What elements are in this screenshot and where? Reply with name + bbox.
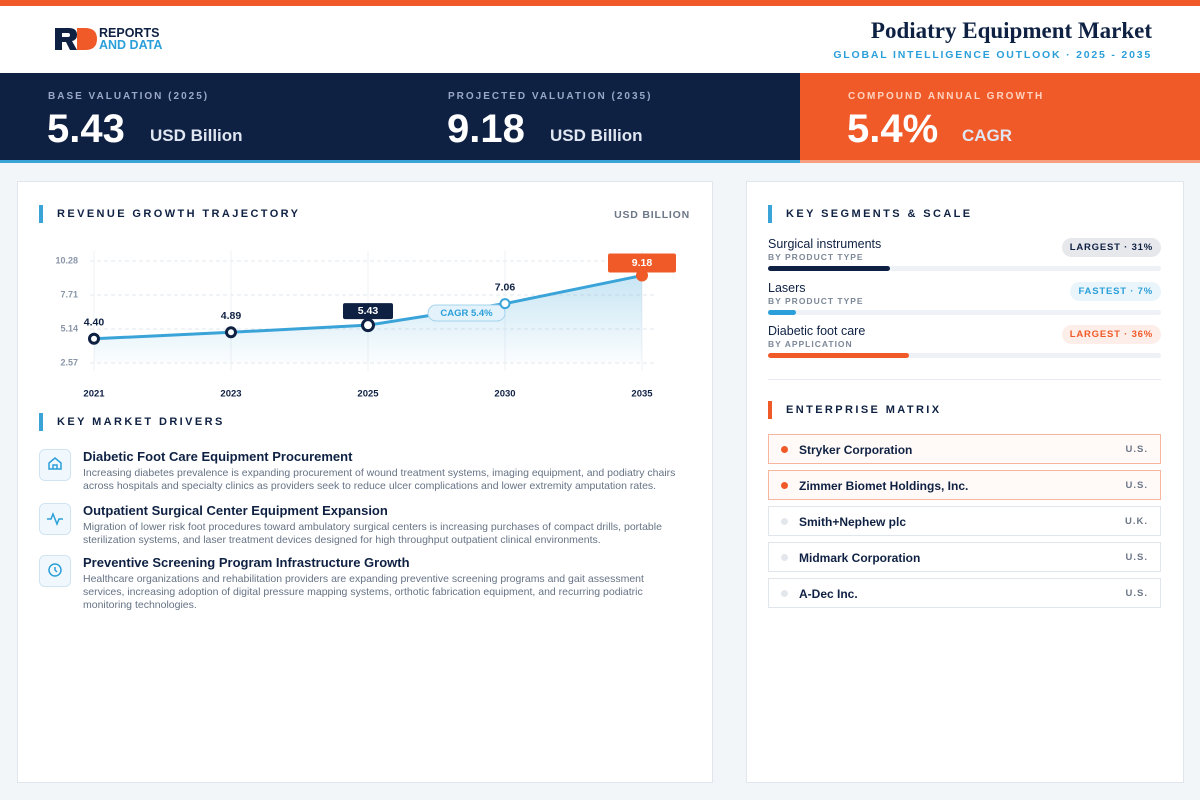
driver-title: Preventive Screening Program Infrastruct… bbox=[83, 555, 410, 570]
status-dot bbox=[781, 446, 788, 453]
accent-bar bbox=[0, 0, 1200, 6]
driver-text: Healthcare organizations and rehabilitat… bbox=[83, 573, 644, 611]
x-tick-label: 2023 bbox=[220, 389, 241, 400]
company-name: Zimmer Biomet Holdings, Inc. bbox=[799, 479, 969, 493]
kpi-unit: USD Billion bbox=[150, 126, 243, 145]
logo-text: REPORTS bbox=[99, 26, 160, 40]
value-label: 5.43 bbox=[358, 305, 379, 317]
company-name: A-Dec Inc. bbox=[799, 587, 858, 601]
driver-title: Diabetic Foot Care Equipment Procurement bbox=[83, 449, 353, 464]
value-label: 4.89 bbox=[221, 310, 242, 322]
y-tick-label: 2.57 bbox=[60, 357, 78, 367]
segment-group: BY PRODUCT TYPE bbox=[768, 296, 864, 306]
unit-label: USD BILLION bbox=[614, 209, 690, 221]
section-title: KEY SEGMENTS & SCALE bbox=[768, 205, 973, 223]
driver-icon bbox=[39, 449, 71, 481]
segment-name: Lasers bbox=[768, 281, 806, 295]
x-tick-label: 2021 bbox=[83, 389, 105, 400]
driver-icon bbox=[39, 503, 71, 535]
line-chart: 2.57 5.14 7.71 10.28 2021 2023 2025 2030 2035 CAG… bbox=[55, 251, 676, 400]
driver-title: Outpatient Surgical Center Equipment Exp… bbox=[83, 503, 388, 518]
status-dot bbox=[781, 590, 788, 597]
section-title: KEY MARKET DRIVERS bbox=[39, 413, 225, 431]
driver-icon bbox=[39, 555, 71, 587]
annotation: CAGR 5.4% bbox=[440, 308, 493, 319]
segment-badge: LARGEST · 36% bbox=[1061, 325, 1161, 344]
point bbox=[88, 332, 100, 345]
x-tick-label: 2025 bbox=[357, 389, 379, 400]
bar bbox=[768, 353, 910, 358]
value-label: 7.06 bbox=[495, 281, 516, 293]
annotation-pill bbox=[427, 304, 506, 322]
company-country: U.K. bbox=[1125, 516, 1148, 527]
y-tick-label: 5.14 bbox=[60, 323, 78, 333]
x-tick-label: 2030 bbox=[494, 389, 515, 400]
label-box bbox=[343, 303, 393, 320]
point bbox=[499, 298, 511, 310]
driver-text: Migration of lower risk foot procedures … bbox=[83, 521, 662, 546]
segment-badge: FASTEST · 7% bbox=[1070, 282, 1161, 301]
page-title: Podiatry Equipment Market bbox=[870, 18, 1152, 43]
kpi-value: 9.18 bbox=[447, 107, 525, 151]
segment-name: Surgical instruments bbox=[768, 237, 882, 251]
segment-badge: LARGEST · 31% bbox=[1061, 238, 1161, 257]
company-name: Smith+Nephew plc bbox=[799, 515, 907, 529]
kpi-value: 5.43 bbox=[47, 107, 125, 151]
point bbox=[225, 326, 237, 339]
bar-track bbox=[768, 353, 1161, 358]
section-title: REVENUE GROWTH TRAJECTORY bbox=[39, 205, 300, 223]
bar-track bbox=[768, 266, 1161, 271]
logo-text: AND DATA bbox=[99, 38, 163, 52]
company-name: Stryker Corporation bbox=[799, 443, 913, 457]
kpi-tile: BASE VALUATION (2025) 5.43 USD Billion bbox=[0, 73, 400, 163]
logo-mark bbox=[55, 28, 97, 50]
bar bbox=[768, 310, 796, 315]
company-country: U.S. bbox=[1125, 552, 1148, 563]
icon bbox=[48, 457, 62, 470]
icon bbox=[48, 563, 62, 577]
kpi-tile: PROJECTED VALUATION (2035) 9.18 USD Billio… bbox=[400, 73, 800, 163]
status-dot bbox=[781, 554, 788, 561]
kpi-label: BASE VALUATION (2025) bbox=[48, 91, 210, 102]
company-country: U.S. bbox=[1125, 480, 1148, 491]
bar bbox=[768, 266, 890, 271]
value-label: 9.18 bbox=[632, 257, 653, 269]
segment-name: Diabetic foot care bbox=[768, 324, 866, 338]
company-name: Midmark Corporation bbox=[799, 551, 921, 565]
kpi-label: PROJECTED VALUATION (2035) bbox=[448, 91, 653, 102]
kpi-tile: COMPOUND ANNUAL GROWTH 5.4% CAGR bbox=[800, 73, 1200, 163]
divider bbox=[768, 379, 1161, 380]
left-card bbox=[17, 181, 713, 783]
company-row: Smith+Nephew plc U.K. bbox=[768, 506, 1161, 536]
y-tick-label: 7.71 bbox=[60, 289, 78, 299]
segment-group: BY PRODUCT TYPE bbox=[768, 252, 864, 262]
bar-track bbox=[768, 310, 1161, 315]
kpi-unit: CAGR bbox=[962, 126, 1013, 145]
label-box bbox=[608, 253, 676, 273]
driver-text: Increasing diabetes prevalence is expand… bbox=[83, 467, 676, 492]
company-country: U.S. bbox=[1125, 444, 1148, 455]
status-dot bbox=[781, 518, 788, 525]
kpi-unit: USD Billion bbox=[550, 126, 643, 145]
header bbox=[0, 6, 1200, 73]
segment-group: BY APPLICATION bbox=[768, 339, 853, 349]
area bbox=[94, 275, 642, 363]
kpi-value: 5.4% bbox=[847, 107, 939, 151]
value-label: 4.40 bbox=[84, 317, 105, 329]
point bbox=[361, 318, 375, 333]
page-subtitle: GLOBAL INTELLIGENCE OUTLOOK · 2025 - 203… bbox=[833, 49, 1152, 61]
company-row: Midmark Corporation U.S. bbox=[768, 542, 1161, 572]
x-tick-label: 2035 bbox=[631, 389, 653, 400]
status-dot bbox=[781, 482, 788, 489]
icon bbox=[47, 511, 63, 527]
company-row: A-Dec Inc. U.S. bbox=[768, 578, 1161, 608]
company-row: Zimmer Biomet Holdings, Inc. U.S. bbox=[768, 470, 1161, 500]
company-row: Stryker Corporation U.S. bbox=[768, 434, 1161, 464]
company-country: U.S. bbox=[1125, 588, 1148, 599]
section-title: ENTERPRISE MATRIX bbox=[768, 401, 942, 419]
y-tick-label: 10.28 bbox=[55, 255, 78, 265]
kpi-label: COMPOUND ANNUAL GROWTH bbox=[848, 91, 1045, 102]
